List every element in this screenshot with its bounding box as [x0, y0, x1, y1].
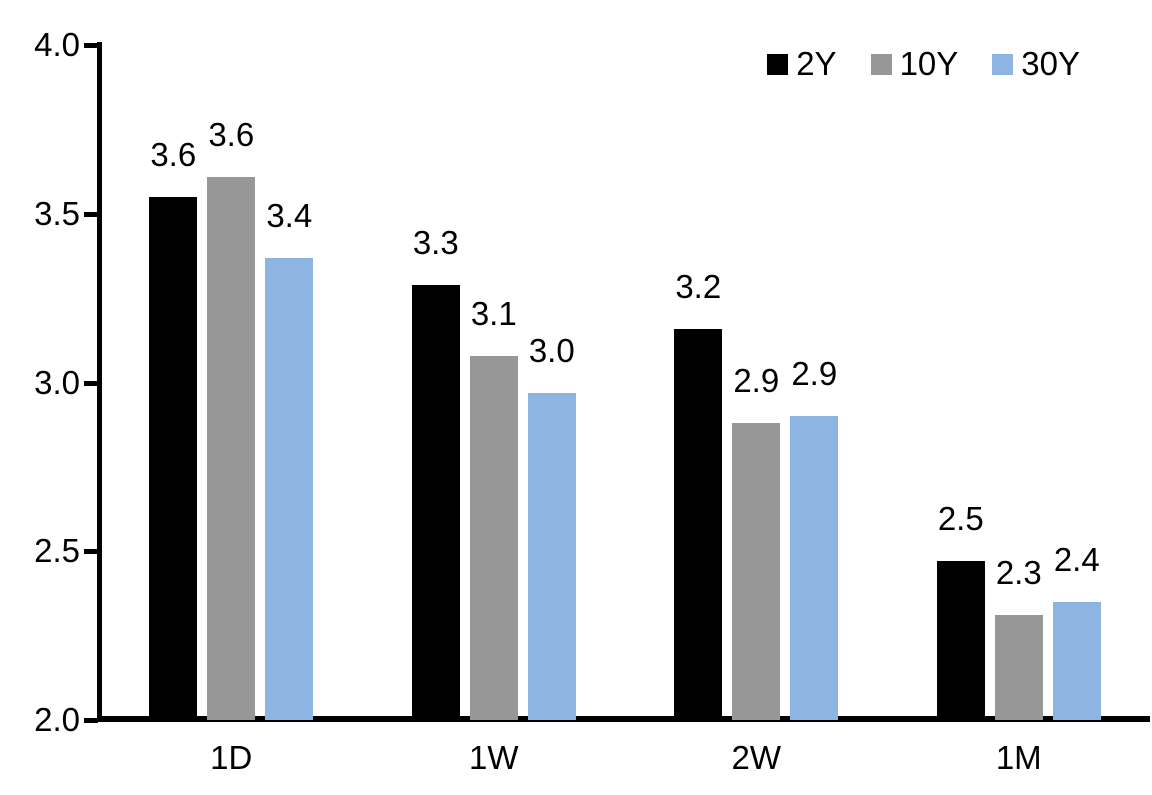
bar-value-label-2Y-1M: 2.5: [937, 500, 984, 538]
y-tick: [84, 380, 98, 386]
legend-entry-10y: 10Y: [870, 45, 959, 82]
legend-label-10y: 10Y: [899, 45, 959, 82]
legend-label-30y: 30Y: [1021, 45, 1080, 82]
y-tick-label: 2.5: [34, 532, 80, 570]
legend-entry-30y: 30Y: [992, 46, 1080, 82]
bar-30Y-1W: [527, 392, 576, 720]
bar-value-label-10Y-1W: 3.1: [470, 294, 517, 332]
bar-value-label-30Y-2W: 2.9: [791, 355, 838, 393]
legend-entry-2y: 2Y: [767, 45, 837, 82]
legend-swatch-2y: [767, 53, 789, 75]
bar-value-label-10Y-1D: 3.6: [208, 115, 255, 153]
bar-2Y-1W: [411, 284, 460, 720]
bar-10Y-1M: [994, 615, 1043, 720]
legend-label-2y: 2Y: [796, 45, 837, 82]
y-tick-label: 3.0: [34, 363, 80, 401]
bar-value-label-30Y-1M: 2.4: [1053, 540, 1100, 578]
bar-10Y-1W: [469, 355, 518, 720]
y-tick: [84, 718, 98, 723]
bar-2Y-2W: [674, 328, 723, 720]
bar-30Y-1M: [1052, 601, 1101, 720]
y-tick-label: 3.5: [34, 194, 80, 232]
bar-30Y-2W: [790, 416, 839, 720]
bar-10Y-2W: [732, 423, 781, 720]
legend-swatch-30y: [992, 53, 1014, 75]
bar-value-label-2Y-1W: 3.3: [412, 223, 459, 261]
y-tick: [84, 549, 98, 555]
y-tick-label: 2.0: [34, 701, 80, 738]
bar-value-label-10Y-2W: 2.9: [733, 362, 780, 399]
bar-2Y-1D: [149, 196, 198, 720]
x-axis-line: [97, 716, 1150, 722]
x-category-label: 1D: [210, 739, 253, 776]
legend-swatch-10y: [870, 53, 892, 75]
bar-value-label-2Y-1D: 3.6: [150, 135, 197, 173]
legend: 2Y 10Y 30Y: [767, 46, 1080, 82]
y-tick-label: 4.0: [34, 26, 80, 63]
x-category-label: 1M: [995, 739, 1042, 776]
bar-2Y-1M: [936, 561, 985, 720]
x-category-label: 2W: [731, 739, 782, 776]
bar-30Y-1D: [265, 257, 314, 720]
bar-value-label-30Y-1D: 3.4: [266, 196, 313, 234]
y-tick: [84, 211, 98, 217]
bar-10Y-1D: [207, 176, 256, 720]
bar-value-label-30Y-1W: 3.0: [528, 331, 575, 369]
x-category-label: 1W: [469, 739, 519, 776]
bar-value-label-2Y-2W: 3.2: [675, 267, 722, 305]
y-axis-line: [97, 42, 102, 722]
bar-value-label-10Y-1M: 2.3: [995, 554, 1042, 592]
y-tick: [84, 43, 98, 48]
